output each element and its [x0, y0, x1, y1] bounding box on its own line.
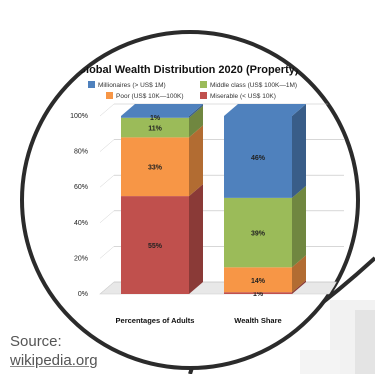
legend-swatch	[200, 81, 207, 88]
legend-entry: Miserable (< US$ 10K)	[210, 93, 276, 100]
legend-swatch	[200, 92, 207, 99]
background-stairs	[300, 300, 375, 374]
legend-entry: Poor (US$ 10K—100K)	[116, 93, 184, 100]
y-tick-label: 60%	[74, 184, 88, 191]
data-label: 1%	[150, 115, 161, 122]
grid-line-depth	[99, 281, 115, 295]
bar-segment-side	[189, 105, 203, 138]
source-link[interactable]: wikipedia.org	[10, 352, 98, 369]
bar-segment-side	[292, 280, 306, 294]
legend-swatch	[88, 81, 95, 88]
y-tick-label: 20%	[74, 255, 88, 262]
bar-segment-side	[292, 185, 306, 268]
bar-segment-top	[224, 104, 306, 116]
bar-segment-side	[189, 104, 203, 118]
data-label: 33%	[148, 165, 163, 172]
y-tick-label: 0%	[78, 291, 88, 298]
bar-segment	[224, 267, 292, 293]
chart-area: Global Wealth Distribution 2020 (Propert…	[70, 64, 345, 325]
bar-segment-side	[189, 125, 203, 197]
y-tick-label: 40%	[74, 220, 88, 227]
data-label: 55%	[148, 243, 163, 250]
bar-segment	[121, 116, 189, 118]
x-category-label: Percentages of Adults	[116, 316, 195, 325]
bar-segment	[121, 117, 189, 138]
grid-line-depth	[99, 210, 115, 223]
legend-swatch	[106, 92, 113, 99]
bar-segment-side	[292, 104, 306, 198]
bar-segment-side	[292, 255, 306, 293]
grid-line-depth	[99, 175, 115, 188]
bar-segment-top	[121, 104, 203, 116]
data-label: 46%	[251, 155, 266, 162]
legend-entry: Middle class (US$ 100K—1M)	[210, 82, 297, 89]
data-label: 14%	[251, 278, 266, 285]
grid-line-depth	[99, 246, 115, 259]
y-tick-label: 100%	[70, 113, 88, 120]
legend-entry: Millionaires (> US$ 1M)	[98, 82, 166, 89]
bar-segment	[121, 196, 189, 294]
bar-segment	[224, 197, 292, 268]
data-label: 11%	[148, 126, 162, 133]
bar-segment	[224, 116, 292, 198]
grid-line-depth	[99, 103, 115, 117]
bar-segment	[224, 292, 292, 294]
bar-segment	[121, 137, 189, 197]
chart-title: Global Wealth Distribution 2020 (Propert…	[77, 64, 298, 76]
data-label: 39%	[251, 231, 266, 238]
y-tick-label: 80%	[74, 149, 88, 156]
x-category-label: Wealth Share	[234, 316, 281, 325]
grid-line-depth	[99, 139, 115, 152]
source-label: Source:	[10, 333, 62, 350]
bar-segment-side	[189, 184, 203, 294]
data-label: 1%	[253, 291, 264, 298]
